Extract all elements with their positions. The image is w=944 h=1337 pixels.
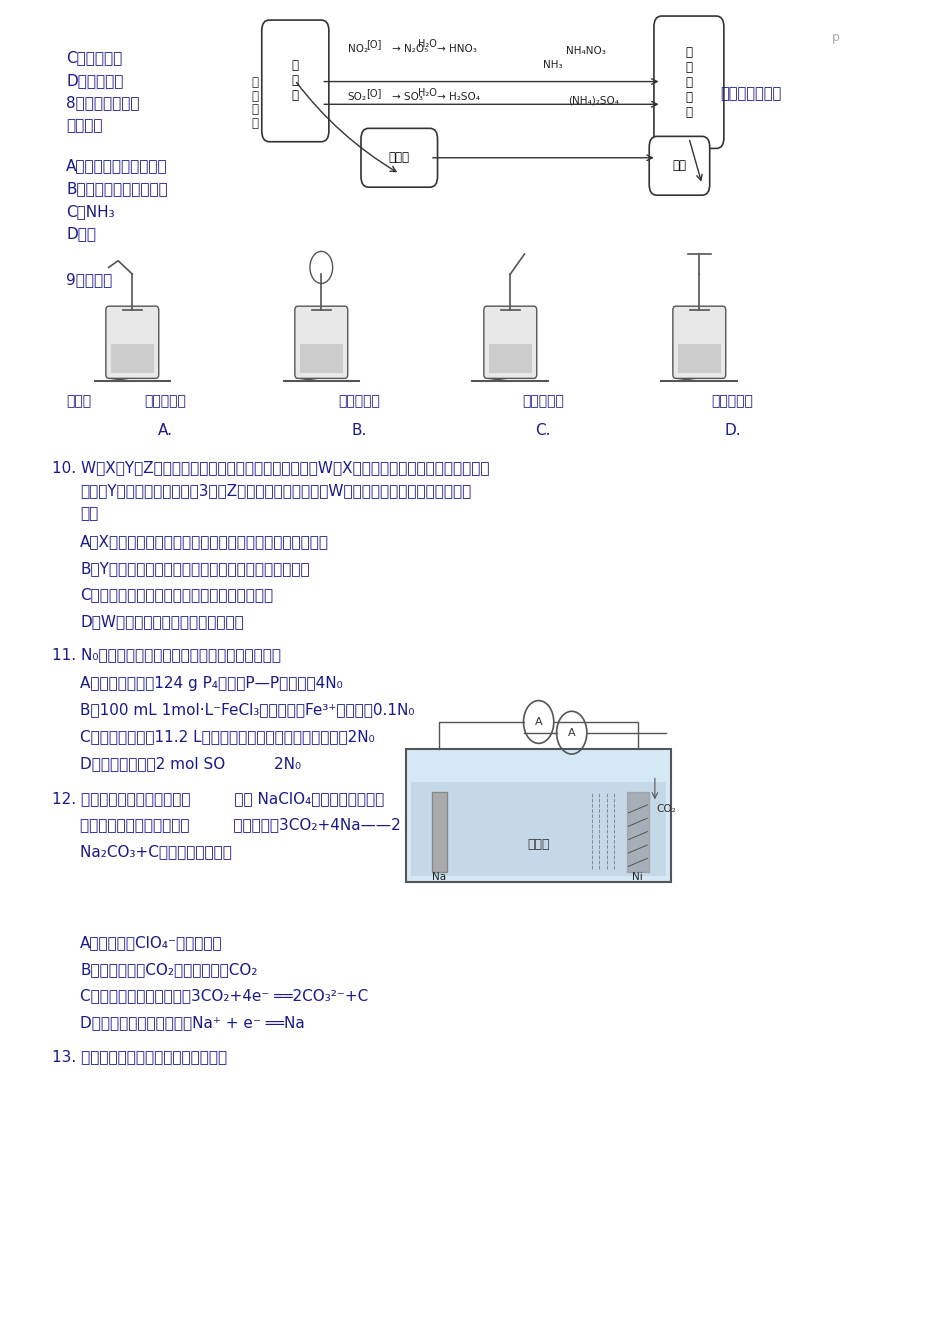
Text: Na₂CO₃+C，下列说法错误的: Na₂CO₃+C，下列说法错误的 xyxy=(80,844,276,860)
Bar xyxy=(626,792,649,872)
FancyBboxPatch shape xyxy=(361,128,437,187)
Text: 气体；Y的周期数是族序数的3倍；Z原子最外层的电子数与W的电子总数相同。下列叙述正确: 气体；Y的周期数是族序数的3倍；Z原子最外层的电子数与W的电子总数相同。下列叙述… xyxy=(80,483,471,499)
Text: 烧: 烧 xyxy=(251,116,259,130)
Text: p: p xyxy=(831,31,838,44)
Text: [O]: [O] xyxy=(366,40,381,49)
Text: A.: A. xyxy=(158,422,173,439)
Text: NH₃: NH₃ xyxy=(543,60,562,70)
Text: B．Y与其他三种元素分别形成的化合物中只含有离子键: B．Y与其他三种元素分别形成的化合物中只含有离子键 xyxy=(80,560,310,576)
Text: B．雾由水合成而成，霾: B．雾由水合成而成，霾 xyxy=(66,180,168,197)
Text: H₂O: H₂O xyxy=(417,88,436,98)
Text: A．放电时，ClO₄⁻向负极移动: A．放电时，ClO₄⁻向负极移动 xyxy=(80,935,223,951)
Text: H₂O: H₂O xyxy=(417,40,436,49)
Text: 气
体
物: 气 体 物 xyxy=(292,59,298,103)
Text: 燃: 燃 xyxy=(251,103,259,116)
Text: C．NH₃: C．NH₃ xyxy=(66,203,114,219)
FancyBboxPatch shape xyxy=(672,306,725,378)
Bar xyxy=(299,344,343,373)
Text: D．雾: D．雾 xyxy=(66,226,96,242)
Text: → H₂SO₄: → H₂SO₄ xyxy=(436,92,480,102)
Text: 9．实验室: 9．实验室 xyxy=(66,271,112,287)
FancyBboxPatch shape xyxy=(106,306,159,378)
Text: 饱和食盐水: 饱和食盐水 xyxy=(338,394,379,408)
Bar xyxy=(110,344,154,373)
Text: 燃: 燃 xyxy=(251,76,259,90)
Text: D.: D. xyxy=(723,422,740,439)
Text: 无
机
颗
粒
物: 无 机 颗 粒 物 xyxy=(684,45,692,119)
Text: Ni: Ni xyxy=(632,872,643,881)
Bar xyxy=(431,792,447,872)
FancyBboxPatch shape xyxy=(653,16,723,148)
Text: → SO₃: → SO₃ xyxy=(392,92,423,102)
Text: B.: B. xyxy=(351,422,366,439)
Text: D．碳酸钡可: D．碳酸钡可 xyxy=(66,72,124,88)
Text: 示）。下列叙述: 示）。下列叙述 xyxy=(719,86,781,102)
Text: B．100 mL 1mol·L⁻FeCl₃溶液中所含Fe³⁺的数目为0.1N₀: B．100 mL 1mol·L⁻FeCl₃溶液中所含Fe³⁺的数目为0.1N₀ xyxy=(80,702,414,718)
Text: [O]: [O] xyxy=(366,88,381,98)
FancyBboxPatch shape xyxy=(295,306,347,378)
Text: D．充电时，正极反应为：Na⁺ + e⁻ ══Na: D．充电时，正极反应为：Na⁺ + e⁻ ══Na xyxy=(80,1015,305,1031)
Text: CO₂: CO₂ xyxy=(656,804,676,814)
Text: 11. N₀代表阿伏加德罗常数的值。下列说法正确的是: 11. N₀代表阿伏加德罗常数的值。下列说法正确的是 xyxy=(52,647,280,663)
Text: 12. 我国科学家研发了一种室：         。将 NaClO₄溶于有机溶剂作为: 12. 我国科学家研发了一种室： 。将 NaClO₄溶于有机溶剂作为 xyxy=(52,790,384,806)
Text: 10. W、X、Y和Z为原子序数依次增大的四种超周期元素。W与X可生成一种红棕色有刺激性气味的: 10. W、X、Y和Z为原子序数依次增大的四种超周期元素。W与X可生成一种红棕色… xyxy=(52,460,489,476)
Text: 8．研究表明，多: 8．研究表明，多 xyxy=(66,95,140,111)
Text: D．W的氧化物对应的水化物均为强酸: D．W的氧化物对应的水化物均为强酸 xyxy=(80,614,244,630)
Text: 电解液，钠和负载碳纳米：         的总反应为3CO₂+4Na——2: 电解液，钠和负载碳纳米： 的总反应为3CO₂+4Na——2 xyxy=(80,817,400,833)
Text: B．充电时释放CO₂，放电时吸收CO₂: B．充电时释放CO₂，放电时吸收CO₂ xyxy=(80,961,258,977)
Text: C.: C. xyxy=(535,422,550,439)
Text: A: A xyxy=(567,727,575,738)
Text: 饱和食盐水: 饱和食盐水 xyxy=(711,394,752,408)
Text: NH₄NO₃: NH₄NO₃ xyxy=(565,47,605,56)
Text: (NH₄)₂SO₄: (NH₄)₂SO₄ xyxy=(567,96,618,106)
FancyBboxPatch shape xyxy=(261,20,329,142)
Text: 电解液: 电解液 xyxy=(527,838,549,852)
Text: NO₂: NO₂ xyxy=(347,44,367,53)
Text: 13. 下列实验过程可以达到实验目的的是: 13. 下列实验过程可以达到实验目的的是 xyxy=(52,1048,227,1064)
Text: Na: Na xyxy=(432,872,446,881)
Text: → N₂O₅: → N₂O₅ xyxy=(392,44,428,53)
Bar xyxy=(411,782,666,876)
Text: 雾霾: 雾霾 xyxy=(672,159,685,172)
Text: 光照下: 光照下 xyxy=(66,394,92,408)
Bar xyxy=(406,749,670,882)
Text: A．X与其他三种元素均可形成两种或两种以上的二元化合物: A．X与其他三种元素均可形成两种或两种以上的二元化合物 xyxy=(80,533,329,550)
Text: A．常温常压下，124 g P₄中所含P—P键数目为4N₀: A．常温常压下，124 g P₄中所含P—P键数目为4N₀ xyxy=(80,675,343,691)
Text: 饱和食盐水: 饱和食盐水 xyxy=(144,394,186,408)
Text: → HNO₃: → HNO₃ xyxy=(436,44,476,53)
Text: C．四种元素的简单离子具有相同的电子层结构: C．四种元素的简单离子具有相同的电子层结构 xyxy=(80,587,273,603)
FancyBboxPatch shape xyxy=(649,136,709,195)
Text: D．密闭容器中，2 mol SO          2N₀: D．密闭容器中，2 mol SO 2N₀ xyxy=(80,755,301,771)
FancyBboxPatch shape xyxy=(483,306,536,378)
Text: 饱和食盐水: 饱和食盐水 xyxy=(522,394,564,408)
Bar xyxy=(488,344,531,373)
Text: C．氢氧化铝: C．氢氧化铝 xyxy=(66,49,123,66)
Text: C．放电时，正极反应为：3CO₂+4e⁻ ══2CO₃²⁻+C: C．放电时，正极反应为：3CO₂+4e⁻ ══2CO₃²⁻+C xyxy=(80,988,368,1004)
Text: A．雾和霾的分散剂相同: A．雾和霾的分散剂相同 xyxy=(66,158,168,174)
Text: 错误的是: 错误的是 xyxy=(66,118,103,134)
Bar xyxy=(677,344,720,373)
Text: 颗粒物: 颗粒物 xyxy=(388,151,410,164)
Text: SO₂: SO₂ xyxy=(347,92,366,102)
Text: 料: 料 xyxy=(251,90,259,103)
Text: A: A xyxy=(534,717,542,727)
Text: C．标准状况下，11.2 L甲烷和乙烯混合物中含氢原子数目为2N₀: C．标准状况下，11.2 L甲烷和乙烯混合物中含氢原子数目为2N₀ xyxy=(80,729,375,745)
Text: 的是: 的是 xyxy=(80,505,98,521)
